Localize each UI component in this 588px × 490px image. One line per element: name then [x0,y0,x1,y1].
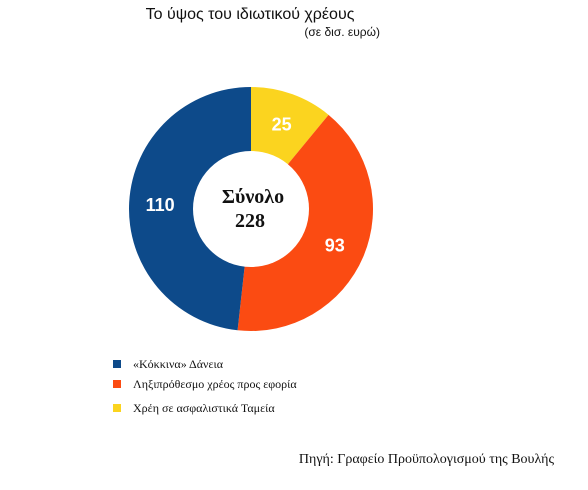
slice-value-labels: 25 93 110 [146,114,345,255]
center-total-label: Σύνολο [222,186,284,208]
center-total-value: 228 [235,210,265,232]
donut-hole [193,151,309,267]
legend-item-insurance-debt: Χρέη σε ασφαλιστικά Ταμεία [113,400,275,416]
legend-label: Χρέη σε ασφαλιστικά Ταμεία [133,400,275,415]
chart-subtitle: (σε δισ. ευρώ) [304,25,380,39]
legend-swatch [113,360,121,368]
legend-swatch [113,404,121,412]
legend-label: «Κόκκινα» Δάνεια [133,356,224,371]
source-note: Πηγή: Γραφείο Προϋπολογισμού της Βουλής [298,452,554,467]
legend-item-red-loans: «Κόκκινα» Δάνεια [113,356,223,372]
legend-label: Ληξιπρόθεσμο χρέος προς εφορία [133,376,297,391]
legend-swatch [113,380,121,388]
slice-red-loans [128,87,251,331]
legend-item-tax-arrears: Ληξιπρόθεσμο χρέος προς εφορία [113,376,297,392]
slice-value-label: 110 [146,195,175,215]
slice-value-label: 93 [325,235,345,255]
donut-chart: 25 93 110 Σύνολο 228 [128,87,373,332]
slice-value-label: 25 [272,114,292,134]
chart-title: Το ύψος του ιδιωτικού χρέους [145,6,355,23]
